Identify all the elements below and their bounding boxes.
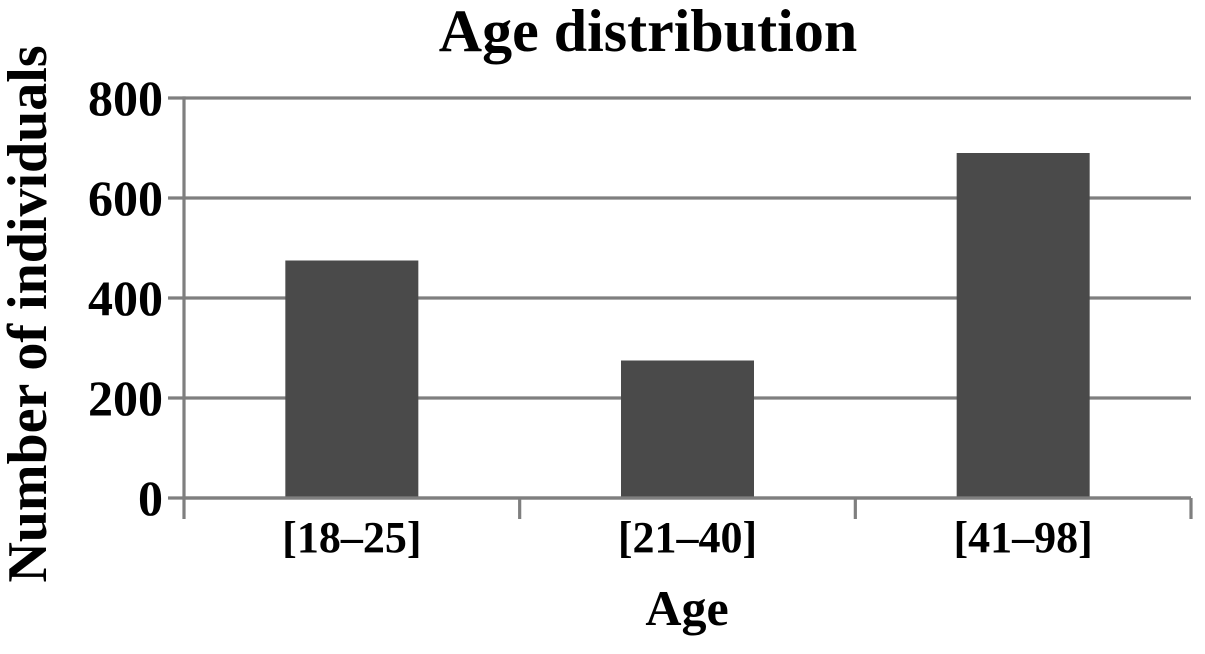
xtick-label-3: [41–98] — [953, 513, 1093, 562]
ytick-label-200: 200 — [88, 370, 163, 426]
bar-1 — [285, 260, 419, 498]
x-axis-title: Age — [645, 580, 729, 636]
bar-3 — [956, 153, 1090, 498]
ytick-label-800: 800 — [88, 70, 163, 126]
ytick-label-600: 600 — [88, 170, 163, 226]
ytick-label-0: 0 — [138, 470, 163, 526]
bar-2 — [621, 360, 754, 498]
chart-title: Age distribution — [438, 0, 858, 64]
xtick-label-1: [18–25] — [282, 513, 422, 562]
xtick-label-2: [21–40] — [617, 513, 758, 562]
ytick-label-400: 400 — [88, 270, 163, 326]
